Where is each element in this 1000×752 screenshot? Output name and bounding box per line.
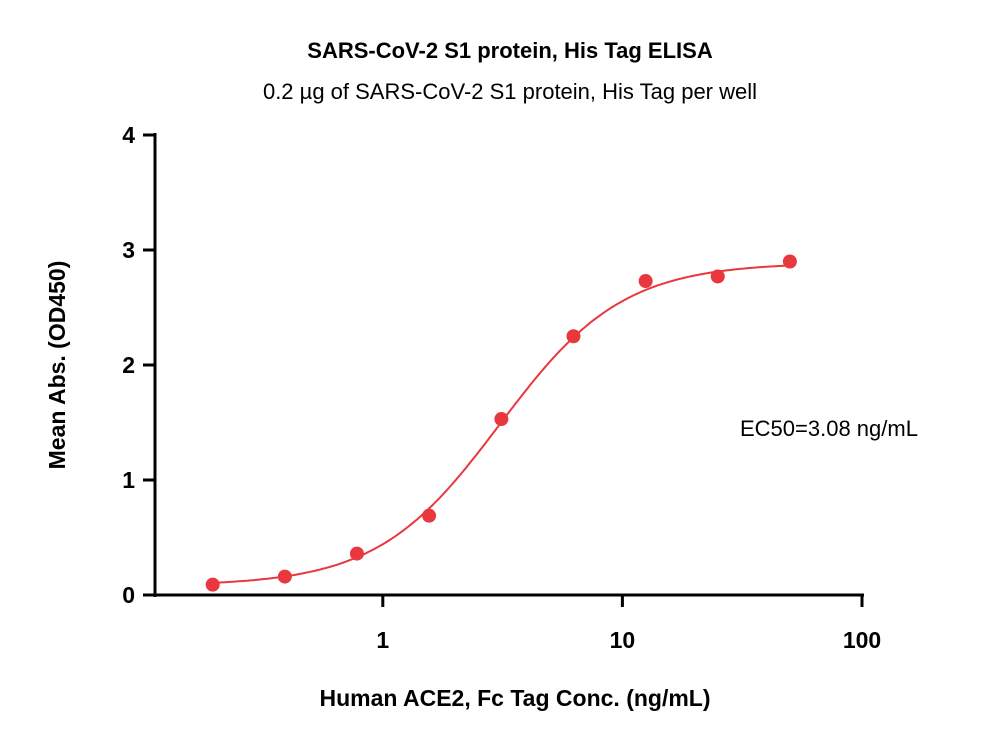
chart-subtitle: 0.2 µg of SARS-CoV-2 S1 protein, His Tag… (263, 79, 757, 104)
y-axis-label: Mean Abs. (OD450) (44, 261, 70, 470)
data-point (422, 508, 437, 523)
data-point (566, 329, 581, 344)
y-tick-label: 0 (122, 582, 135, 608)
x-axis-label: Human ACE2, Fc Tag Conc. (ng/mL) (319, 685, 710, 711)
y-tick-label: 4 (122, 122, 135, 148)
y-tick-label: 1 (122, 467, 135, 493)
data-point (710, 269, 725, 284)
x-tick-label: 1 (376, 627, 389, 653)
chart-title: SARS-CoV-2 S1 protein, His Tag ELISA (307, 38, 713, 63)
data-point (782, 254, 797, 269)
data-point (349, 546, 364, 561)
ec50-annotation: EC50=3.08 ng/mL (740, 416, 918, 441)
data-point (494, 412, 509, 427)
data-point (638, 274, 653, 289)
x-tick-label: 100 (843, 627, 881, 653)
y-tick-label: 3 (122, 237, 135, 263)
x-tick-label: 10 (610, 627, 636, 653)
data-point (277, 569, 292, 584)
data-point (205, 577, 220, 592)
y-tick-label: 2 (122, 352, 135, 378)
